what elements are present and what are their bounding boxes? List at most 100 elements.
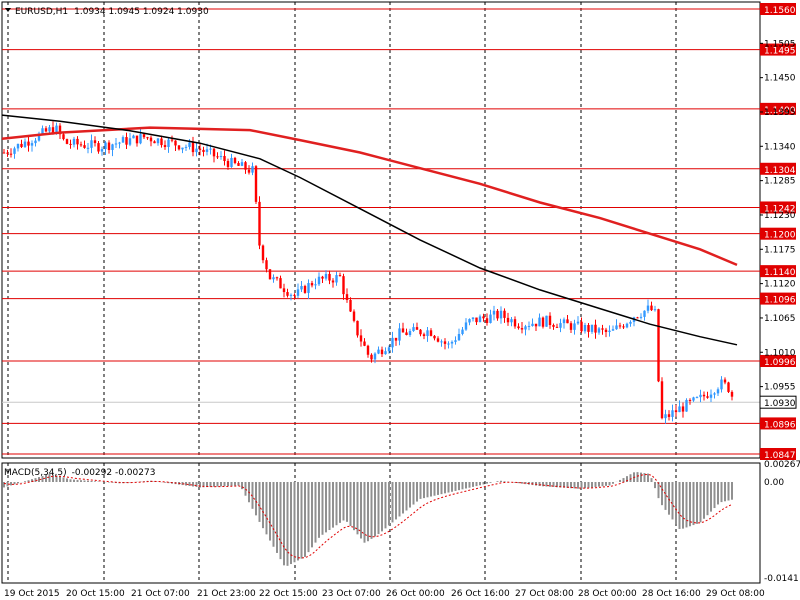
candle-body <box>230 157 233 167</box>
candle-body <box>618 325 622 327</box>
candle-body <box>114 143 118 145</box>
candle-body <box>580 321 583 332</box>
candle-body <box>20 143 23 147</box>
candle-body <box>177 145 181 150</box>
price-tick-label: 1.1450 <box>764 74 796 84</box>
candle-body <box>247 169 251 173</box>
candle-body <box>107 142 111 150</box>
candle-body <box>692 397 695 401</box>
candle-body <box>356 320 359 336</box>
candle-body <box>583 325 587 332</box>
candles <box>2 121 734 424</box>
candle-body <box>167 139 170 148</box>
candle-body <box>373 353 377 360</box>
time-tick-label: 21 Oct 23:00 <box>197 589 256 599</box>
candle-body <box>496 310 499 319</box>
candle-body <box>405 332 408 336</box>
macd-histogram <box>3 472 733 566</box>
candle-body <box>121 137 125 143</box>
candle-body <box>548 315 552 326</box>
level-badge-label: 1.1140 <box>764 268 796 278</box>
time-tick-label: 28 Oct 16:00 <box>642 589 701 599</box>
candle-body <box>489 314 492 323</box>
candle-body <box>352 311 356 321</box>
candle-body <box>419 329 422 335</box>
price-tick-label: 1.1010 <box>764 348 796 358</box>
candle-body <box>608 330 611 333</box>
candle-body <box>440 341 443 343</box>
candle-body <box>191 142 195 153</box>
price-tick-label: 1.1340 <box>764 142 796 152</box>
svg-text:MACD(5,34,5)-0.00292 -0.00273: MACD(5,34,5) -0.00292 -0.00273 <box>4 468 155 478</box>
candle-body <box>506 317 510 323</box>
candle-body <box>324 273 328 279</box>
candle-body <box>594 324 597 333</box>
candle-body <box>55 125 58 134</box>
level-badge <box>760 417 796 430</box>
candle-body <box>244 162 247 170</box>
candle-body <box>226 160 230 167</box>
candle-body <box>429 330 433 336</box>
candle-body <box>384 351 387 355</box>
candle-body <box>34 140 37 144</box>
candle-body <box>132 135 135 139</box>
candle-body <box>188 142 191 147</box>
candle-body <box>338 275 342 277</box>
candle-body <box>261 245 265 261</box>
time-tick-label: 21 Oct 07:00 <box>131 589 190 599</box>
dropdown-triangle-icon[interactable] <box>5 8 11 12</box>
candle-body <box>492 310 496 315</box>
candle-body <box>433 335 436 339</box>
candle-body <box>370 354 373 360</box>
candle-body <box>611 329 615 331</box>
price-tick-label: 1.1230 <box>764 211 796 221</box>
candle-body <box>660 381 664 419</box>
candle-body <box>111 144 114 150</box>
candle-body <box>524 326 527 330</box>
price-tick-label: 1.1285 <box>764 177 796 187</box>
candle-body <box>345 294 349 301</box>
chart-header: EURUSD,H1 1.0934 1.0945 1.0924 1.0930 MAC… <box>4 7 209 478</box>
candle-body <box>223 155 226 161</box>
candle-body <box>503 310 506 318</box>
candle-body <box>142 134 146 138</box>
level-badge <box>760 162 796 175</box>
level-badge <box>760 43 796 56</box>
candle-body <box>709 394 713 398</box>
ma-slow-line <box>1 126 738 267</box>
candle-body <box>398 328 401 341</box>
candle-body <box>380 349 384 355</box>
candle-body <box>104 142 107 150</box>
candle-body <box>720 379 723 390</box>
candle-body <box>650 305 653 311</box>
candle-body <box>6 152 9 154</box>
candle-body <box>443 341 447 344</box>
level-badge <box>760 355 796 368</box>
time-tick-label: 27 Oct 08:00 <box>515 589 574 599</box>
level-badge <box>760 292 796 305</box>
candle-body <box>625 323 629 328</box>
candle-body <box>702 394 706 397</box>
price-tick-label: 1.1395 <box>764 108 796 118</box>
candle-body <box>41 128 44 134</box>
main-pane-border <box>1 1 761 459</box>
candle-body <box>555 326 559 328</box>
candle-body <box>48 127 51 132</box>
candle-body <box>552 325 555 327</box>
candle-body <box>569 323 573 330</box>
candle-body <box>681 406 685 412</box>
candle-body <box>601 328 604 330</box>
candle-body <box>394 337 398 341</box>
candle-body <box>97 143 100 152</box>
candle-body <box>517 326 520 329</box>
candle-body <box>454 340 457 342</box>
candle-body <box>65 139 69 144</box>
candle-body <box>118 142 121 144</box>
candle-body <box>321 276 324 279</box>
time-axis: 19 Oct 2015 20 Oct 15:00 21 Oct 07:00 21 Oc… <box>4 589 765 599</box>
candle-body <box>93 140 97 144</box>
candle-body <box>331 280 335 283</box>
ohlc-values: 1.0934 1.0945 1.0924 1.0930 <box>74 7 209 17</box>
candle-body <box>688 399 692 401</box>
